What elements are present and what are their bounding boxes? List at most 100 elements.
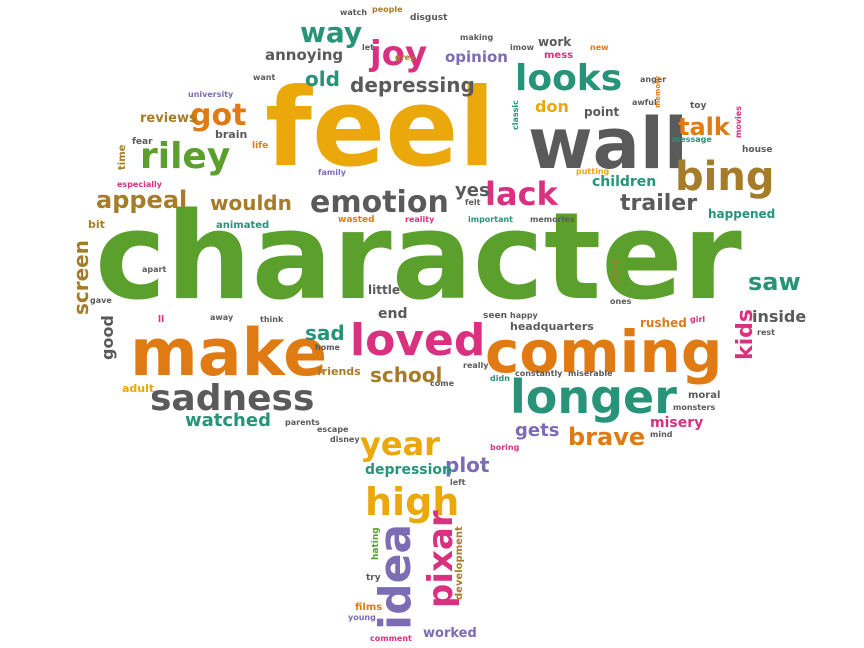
word-left: left <box>450 478 466 487</box>
word-especially: especially <box>117 180 163 189</box>
word-want: want <box>253 73 275 82</box>
word-important: important <box>468 215 513 224</box>
word-didn: didn <box>490 374 510 383</box>
word-awful: awful <box>632 98 657 107</box>
word-parents: parents <box>285 418 320 427</box>
word-brave: brave <box>568 423 645 451</box>
word-work: work <box>538 35 572 49</box>
word-trailer: trailer <box>620 191 697 216</box>
word-comment: comment <box>370 634 412 643</box>
word-girl: girl <box>690 315 705 324</box>
word-children: children <box>592 174 656 190</box>
word-happened: happened <box>708 207 775 221</box>
word-character: character <box>95 188 742 327</box>
word-coming: coming <box>485 318 722 386</box>
word-don: don <box>535 97 569 116</box>
word-feel: feel <box>265 66 496 191</box>
word-imow: imow <box>510 43 535 52</box>
word-inside: inside <box>752 307 806 326</box>
word-away: away <box>210 313 234 322</box>
word-constantly: constantly <box>515 369 563 378</box>
word-worked: worked <box>423 626 477 641</box>
word-try: try <box>366 573 381 583</box>
word-wasted: wasted <box>338 215 375 225</box>
word-movies: movies <box>734 106 743 138</box>
word-boring: boring <box>490 443 520 452</box>
word-story: story <box>611 259 621 285</box>
word-sadness: sadness <box>150 378 314 419</box>
word-loved: loved <box>350 315 485 366</box>
word-university: university <box>188 90 234 99</box>
word-classic: classic <box>511 100 520 130</box>
word-appeal: appeal <box>96 186 187 214</box>
word-toy: toy <box>690 101 706 111</box>
word-time: time <box>117 144 128 170</box>
word-school: school <box>370 363 442 387</box>
word-ones: ones <box>610 297 632 306</box>
word-pixar: pixar <box>421 510 461 608</box>
word-adult: adult <box>122 382 154 395</box>
word-rushed: rushed <box>640 316 687 330</box>
word-emotion: emotion <box>310 185 449 220</box>
word-longer: longer <box>510 370 677 424</box>
word-house: house <box>742 145 772 155</box>
word-friends: friends <box>317 365 361 378</box>
word-watch: watch <box>340 8 367 17</box>
word-talk: talk <box>678 113 731 141</box>
word-plot: plot <box>445 453 490 477</box>
word-hating: hating <box>371 527 381 560</box>
word-bit: bit <box>88 218 105 231</box>
word-animated: animated <box>216 220 269 231</box>
word-disgust: disgust <box>410 13 448 23</box>
word-think: think <box>260 315 284 324</box>
word-idea: idea <box>370 524 421 630</box>
word-high: high <box>365 480 459 524</box>
word-seen: seen <box>483 311 507 321</box>
word-gets: gets <box>515 420 559 441</box>
word-looks: looks <box>515 58 622 99</box>
word-riley: riley <box>140 136 230 177</box>
word-moral: moral <box>688 390 720 401</box>
word-sad: sad <box>305 321 345 345</box>
word-good: good <box>98 315 117 360</box>
word-rest: rest <box>757 328 775 337</box>
word-yes: yes <box>455 180 490 201</box>
word-watched: watched <box>185 410 271 431</box>
word-happy: happy <box>510 311 539 320</box>
word-got: got <box>190 98 246 133</box>
word-little: little <box>368 283 400 297</box>
word-brain: brain <box>215 128 247 141</box>
word-lack: lack <box>485 175 559 213</box>
word-screen: screen <box>69 240 93 315</box>
word-escape: escape <box>317 425 349 434</box>
word-making: making <box>460 33 493 42</box>
word-new: new <box>590 43 609 52</box>
word-gave: gave <box>90 296 112 305</box>
word-old: old <box>305 67 340 91</box>
word-development: development <box>454 526 465 600</box>
word-end: end <box>378 306 407 322</box>
word-headquarters: headquarters <box>510 320 594 333</box>
word-way: way <box>300 16 362 49</box>
word-mess: mess <box>544 50 573 61</box>
word-miserable: miserable <box>568 369 613 378</box>
word-life: life <box>252 141 268 151</box>
word-young: young <box>348 613 376 622</box>
word-disney: disney <box>330 435 360 444</box>
word-opinion: opinion <box>445 48 508 66</box>
word-putting: putting <box>576 167 610 176</box>
word-wouldn: wouldn <box>210 191 292 215</box>
word-wall: wall <box>528 103 688 185</box>
word-felt: felt <box>465 198 481 207</box>
word-message: message <box>672 135 712 144</box>
word-mind: mind <box>650 430 673 439</box>
word-depression: depression <box>365 462 452 478</box>
word-let: let <box>362 43 374 52</box>
word-saw: saw <box>748 268 801 296</box>
word-reviews: reviews <box>140 111 197 126</box>
word-monsters: monsters <box>673 403 715 412</box>
word-joy: joy <box>368 34 427 74</box>
word-people: people <box>372 5 403 14</box>
